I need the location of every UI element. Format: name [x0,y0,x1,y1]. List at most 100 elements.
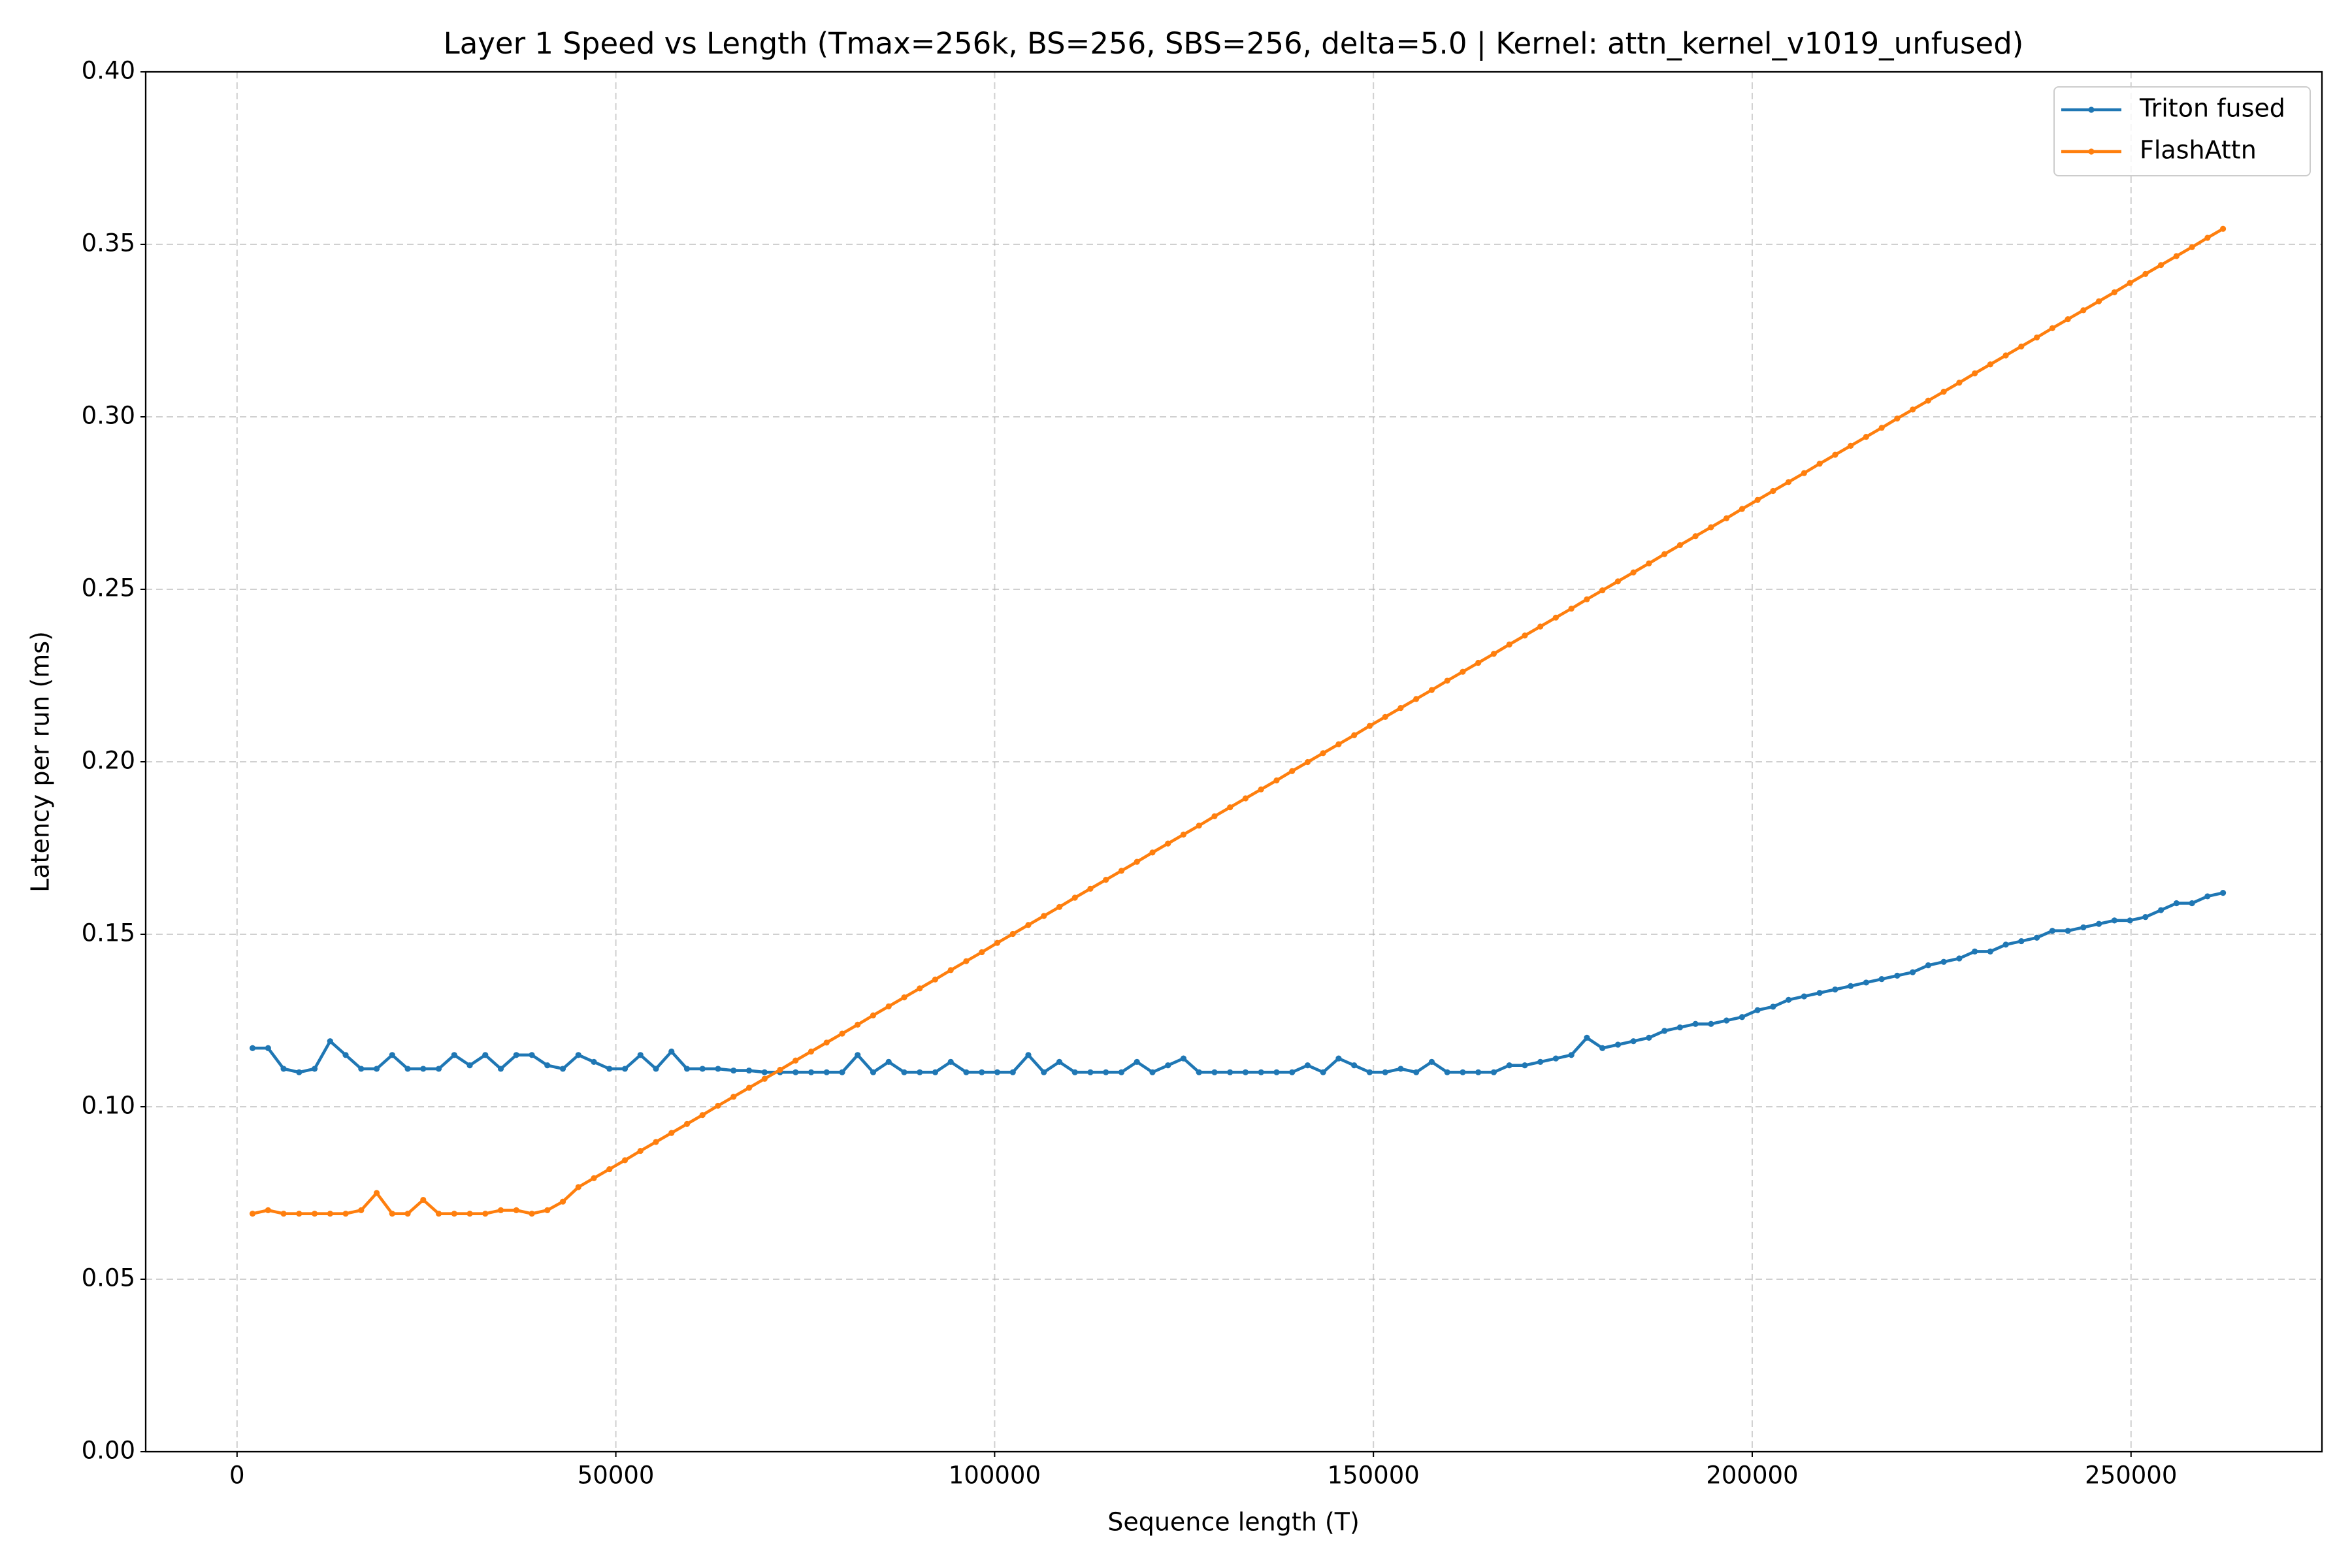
series-marker [1956,380,1963,386]
series-marker [1025,922,1032,928]
plot-frame [144,71,2323,1453]
series-marker [2018,343,2025,350]
series-marker [529,1211,535,1217]
series-marker [420,1196,427,1203]
series-marker [1848,442,1854,449]
series-marker [2157,907,2164,913]
series-marker [1754,497,1761,503]
series-marker [2173,253,2180,259]
series-marker [1103,876,1109,883]
series-marker [761,1069,768,1075]
series-marker [327,1211,333,1217]
series-marker [1910,406,1916,413]
x-tick-label: 200000 [1706,1462,1798,1490]
series-marker [637,1147,644,1154]
series-marker [451,1211,457,1217]
series-marker [1273,1069,1280,1075]
series-marker [777,1066,783,1073]
series-marker [668,1130,675,1136]
series-marker [435,1211,442,1217]
series-marker [1770,487,1776,495]
series-marker [715,1102,721,1109]
series-marker [1041,913,1047,919]
series-marker [1304,1062,1311,1069]
series-marker [1444,1069,1450,1075]
series-marker [1335,741,1342,747]
series-marker [1863,979,1869,986]
series-marker [1676,1024,1683,1031]
series-marker [2095,298,2102,304]
series-marker [1878,425,1885,431]
series-marker [1599,1045,1606,1051]
series-marker [761,1075,768,1082]
series-marker [1366,723,1373,729]
y-tick-label: 0.05 [82,1264,135,1292]
series-marker [1071,1069,1078,1075]
series-marker [1537,623,1544,630]
series-marker [311,1066,318,1072]
series-marker [885,1003,892,1009]
series-marker [994,939,1001,946]
series-marker [1506,641,1512,648]
series-marker [1801,993,1807,1000]
series-marker [932,976,939,983]
y-tick-label: 0.25 [82,574,135,602]
series-marker [637,1052,644,1058]
series-marker [1537,1058,1544,1065]
series-marker [2002,352,2009,359]
series-marker [389,1052,395,1058]
y-tick-label: 0.30 [82,402,135,430]
series-marker [1584,1034,1590,1041]
series-marker [2111,917,2117,924]
series-marker [1134,858,1140,865]
series-marker [327,1038,333,1045]
series-marker [792,1069,799,1075]
series-marker [1211,813,1218,820]
series-marker [1460,1069,1466,1075]
series-marker [1227,1069,1233,1075]
series-marker [1552,614,1560,621]
series-marker [373,1066,380,1072]
series-marker [575,1184,581,1190]
series-marker [1103,1069,1109,1075]
series-marker [1910,969,1916,975]
series-marker [482,1211,489,1217]
series-marker [575,1052,581,1058]
series-marker [591,1175,597,1181]
series-marker [1940,388,1947,395]
series-marker [1211,1069,1218,1075]
series-marker [901,1069,907,1075]
series-marker [947,967,954,973]
series-marker [1149,1069,1156,1075]
series-marker [591,1058,597,1065]
legend-label: Triton fused [2139,94,2285,123]
series-marker [1739,506,1745,512]
series-marker [1816,461,1823,467]
series-marker [606,1166,613,1173]
series-marker [1056,1058,1063,1065]
series-marker [1134,1058,1140,1065]
series-marker [1522,1062,1528,1069]
x-tick-label: 150000 [1328,1462,1420,1490]
series-marker [1770,1004,1776,1010]
series-marker [1397,1066,1404,1072]
series-marker [653,1066,659,1072]
series-marker [1351,732,1358,738]
series-marker [2157,262,2164,269]
series-marker [715,1066,721,1072]
series-marker [730,1067,737,1074]
series-marker [963,1069,970,1075]
series-marker [808,1069,815,1075]
series-marker [808,1048,815,1055]
series-marker [1552,1055,1560,1062]
series-marker [373,1190,380,1196]
series-marker [1009,1069,1016,1075]
series-marker [932,1069,939,1075]
series-marker [1801,470,1807,476]
series-marker [559,1066,566,1072]
series-marker [482,1052,489,1058]
series-marker [544,1062,551,1069]
series-marker [1180,1055,1187,1062]
